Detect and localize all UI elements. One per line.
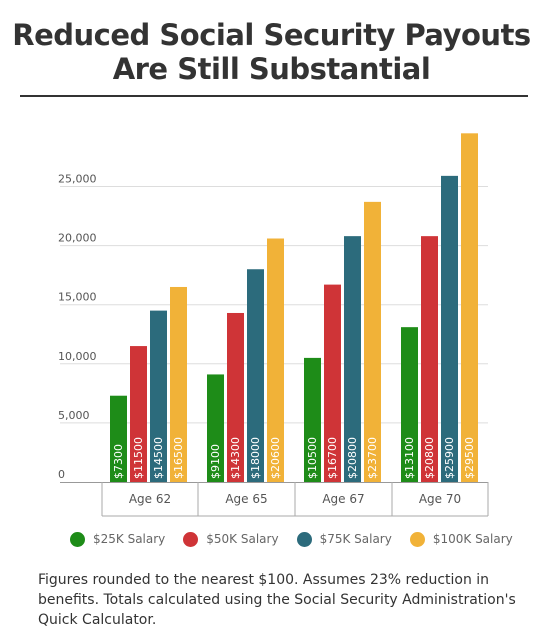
category-label: Age 67 [322,492,364,506]
bar-value-label: $20600 [269,437,282,479]
bar [150,310,167,482]
bar-value-label: $25900 [443,437,456,479]
y-tick-label: 15,000 [58,291,97,304]
bar [304,357,321,482]
chart-title-line-1: Reduced Social Security Payouts [12,18,531,52]
legend-item-25k: $25K Salary [70,531,166,547]
bar [247,269,264,482]
chart-legend: $25K Salary $50K Salary $75K Salary $100… [70,529,540,549]
bar-value-label: $23700 [366,437,379,479]
bar-chart: 0 5,000 10,000 15,000 20,000 25,000 $7300 $1150… [58,133,489,517]
bar [170,286,187,482]
y-tick-label: 20,000 [58,232,97,245]
bar [461,133,478,482]
legend-swatch-25k [70,531,85,547]
y-tick-label: 0 [58,468,65,481]
bar-value-label: $10500 [306,437,319,479]
bar-value-label: $7300 [112,444,125,479]
chart-title-line-2: Are Still Substantial [112,52,431,86]
bar [364,201,381,482]
legend-label-50k: $50K Salary [206,532,279,546]
legend-label-25k: $25K Salary [93,532,166,546]
bar-value-label: $29500 [463,437,476,479]
legend-swatch-50k [183,531,199,547]
bar-value-label: $16500 [172,437,185,479]
legend-item-50k: $50K Salary [183,531,279,547]
category-label: Age 62 [129,492,171,506]
bar-value-label: $20800 [346,437,359,479]
legend-label-75k: $75K Salary [319,532,392,546]
bar [110,395,127,482]
bar-value-label: $11500 [132,437,145,479]
legend-item-75k: $75K Salary [296,531,392,547]
bar [267,238,284,482]
footnote: Figures rounded to the nearest $100. Ass… [38,572,516,628]
bar [227,312,244,482]
bar [441,175,458,482]
bar-value-label: $13100 [403,437,416,479]
y-tick-label: 5,000 [58,409,90,422]
bar [324,284,341,482]
category-label: Age 70 [419,492,461,506]
bar [401,327,418,482]
y-tick-label: 10,000 [58,350,97,363]
bar-value-label: $18000 [249,437,262,479]
bar [421,236,438,482]
category-label: Age 65 [225,492,267,506]
title-divider [20,95,528,97]
bar-value-label: $9100 [209,444,222,479]
chart-title: Reduced Social Security Payouts Are Stil… [0,18,543,86]
bar-value-label: $20800 [423,437,436,479]
bar [207,374,224,482]
legend-swatch-75k [296,531,312,547]
bar-value-label: $14300 [229,437,242,479]
legend-label-100k: $100K Salary [432,532,513,546]
bar-value-label: $14500 [152,437,165,479]
bar [130,346,147,482]
bar [344,236,361,482]
bar-value-label: $16700 [326,437,339,479]
y-tick-label: 25,000 [58,173,97,186]
legend-item-100k: $100K Salary [409,531,513,547]
legend-swatch-100k [409,531,425,547]
